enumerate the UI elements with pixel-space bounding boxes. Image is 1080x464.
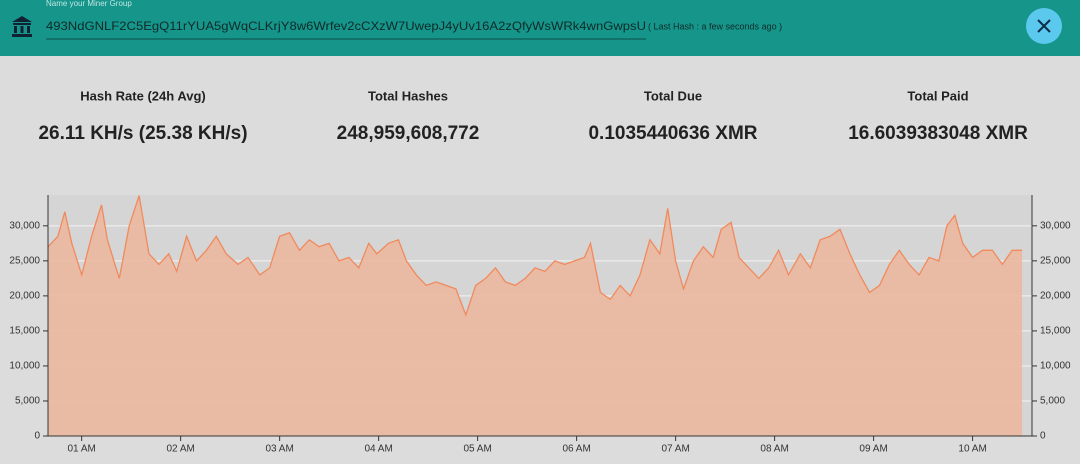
stat-value: 26.11 KH/s (25.38 KH/s) xyxy=(38,123,247,144)
stat-label: Total Hashes xyxy=(368,88,448,103)
x-tick-label: 04 AM xyxy=(364,444,392,455)
stat-label: Hash Rate (24h Avg) xyxy=(80,88,205,103)
x-tick-label: 03 AM xyxy=(265,444,293,455)
x-tick-label: 09 AM xyxy=(859,444,887,455)
y2-tick-label: 10,000 xyxy=(1040,361,1071,372)
y2-tick-label: 5,000 xyxy=(1040,396,1065,407)
area-line xyxy=(47,195,1023,317)
close-button[interactable] xyxy=(1026,8,1062,44)
y2-tick-label: 25,000 xyxy=(1040,255,1071,266)
header-bar xyxy=(0,0,1080,56)
x-tick-label: 05 AM xyxy=(463,444,491,455)
chart: 0 0 5,000 5,000 10,000 10,000 15,000 15,000 20,0… xyxy=(9,195,1071,455)
y-tick-label: 25,000 xyxy=(9,255,40,266)
stat-value: 0.1035440636 XMR xyxy=(588,123,757,144)
y-tick-label: 15,000 xyxy=(9,326,40,337)
bank-icon xyxy=(12,16,32,37)
y-tick-label: 0 xyxy=(34,431,40,442)
stat-label: Total Due xyxy=(644,88,702,103)
x-tick-label: 08 AM xyxy=(760,444,788,455)
stat-value: 16.6039383048 XMR xyxy=(848,123,1028,144)
y2-tick-label: 0 xyxy=(1040,431,1046,442)
y2-tick-label: 20,000 xyxy=(1040,291,1071,302)
y-tick-label: 30,000 xyxy=(9,220,40,231)
input-label: Name your Miner Group xyxy=(46,0,132,8)
x-tick-label: 10 AM xyxy=(958,444,986,455)
stats: Hash Rate (24h Avg) 26.11 KH/s (25.38 KH/… xyxy=(38,88,1028,144)
x-tick-label: 01 AM xyxy=(67,444,95,455)
y-tick-label: 20,000 xyxy=(9,291,40,302)
y2-tick-label: 30,000 xyxy=(1040,220,1071,231)
address-input[interactable]: 493NdGNLF2C5EgQ11rYUA5gWqCLKrjY8w6Wrfev2… xyxy=(46,19,646,33)
y-tick-label: 10,000 xyxy=(9,361,40,372)
last-hash: ( Last Hash : a few seconds ago ) xyxy=(648,21,782,31)
x-tick-label: 06 AM xyxy=(562,444,590,455)
y-tick-label: 5,000 xyxy=(15,396,40,407)
stat-label: Total Paid xyxy=(907,88,968,103)
x-tick-label: 02 AM xyxy=(166,444,194,455)
y2-tick-label: 15,000 xyxy=(1040,326,1071,337)
x-tick-label: 07 AM xyxy=(661,444,689,455)
area-fill xyxy=(48,195,1023,436)
stat-value: 248,959,608,772 xyxy=(337,123,480,144)
